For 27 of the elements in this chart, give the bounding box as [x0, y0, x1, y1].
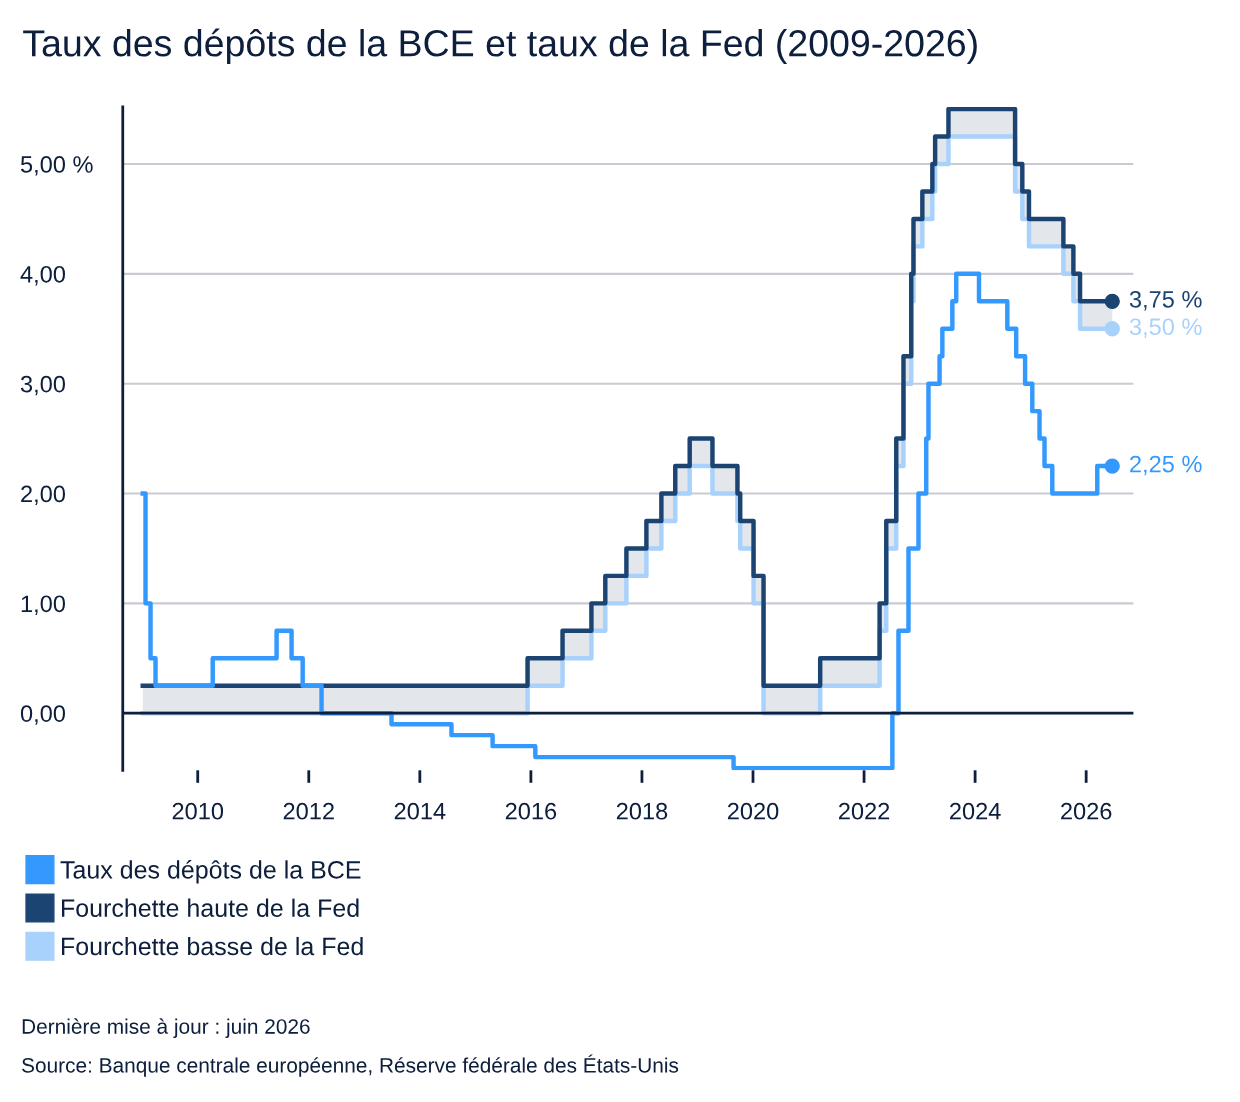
- data-label: 3,50 %: [1129, 318, 1202, 338]
- x-tick-label: 2020: [727, 802, 779, 820]
- point: [1104, 458, 1120, 474]
- data-label: 2,25 %: [1130, 455, 1202, 476]
- y-tick-label: 3,00: [20, 375, 66, 396]
- x-tick-label: 2010: [172, 802, 224, 820]
- x-tick-label: 2026: [1061, 802, 1112, 820]
- x-tick-label: 2018: [616, 802, 668, 820]
- x-tick-label: 2016: [505, 802, 557, 820]
- legend-label: Taux des dépôts de la BCE: [60, 860, 361, 884]
- x-tick-label: 2014: [394, 802, 446, 820]
- point: [1104, 293, 1120, 309]
- text: Dernière mise à jour : juin 2026: [22, 1018, 310, 1038]
- legend-label: Fourchette basse de la Fed: [62, 936, 363, 956]
- data-label: 3,75 %: [1129, 290, 1202, 311]
- chart-title: Taux des dépôts de la BCE et taux de la Fed (2009-2026): [23, 28, 977, 64]
- legend-label: Fourchette haute de la Fed: [62, 898, 359, 917]
- y-tick-label: 0,00: [20, 705, 66, 725]
- point: [1104, 321, 1120, 337]
- y-tick-label: 5,00 %: [20, 156, 93, 176]
- source-note: Source: Banque centrale européenne, Réserve fédérale des États-Unis: [22, 1054, 679, 1077]
- x-tick-label: 2012: [283, 802, 334, 820]
- x-tick-label: 2024: [950, 802, 1001, 820]
- y-tick-label: 1,00: [21, 595, 66, 615]
- x-tick-label: 2022: [838, 802, 890, 820]
- y-tick-label: 4,00: [20, 265, 66, 286]
- y-tick-label: 2,00: [21, 485, 66, 506]
